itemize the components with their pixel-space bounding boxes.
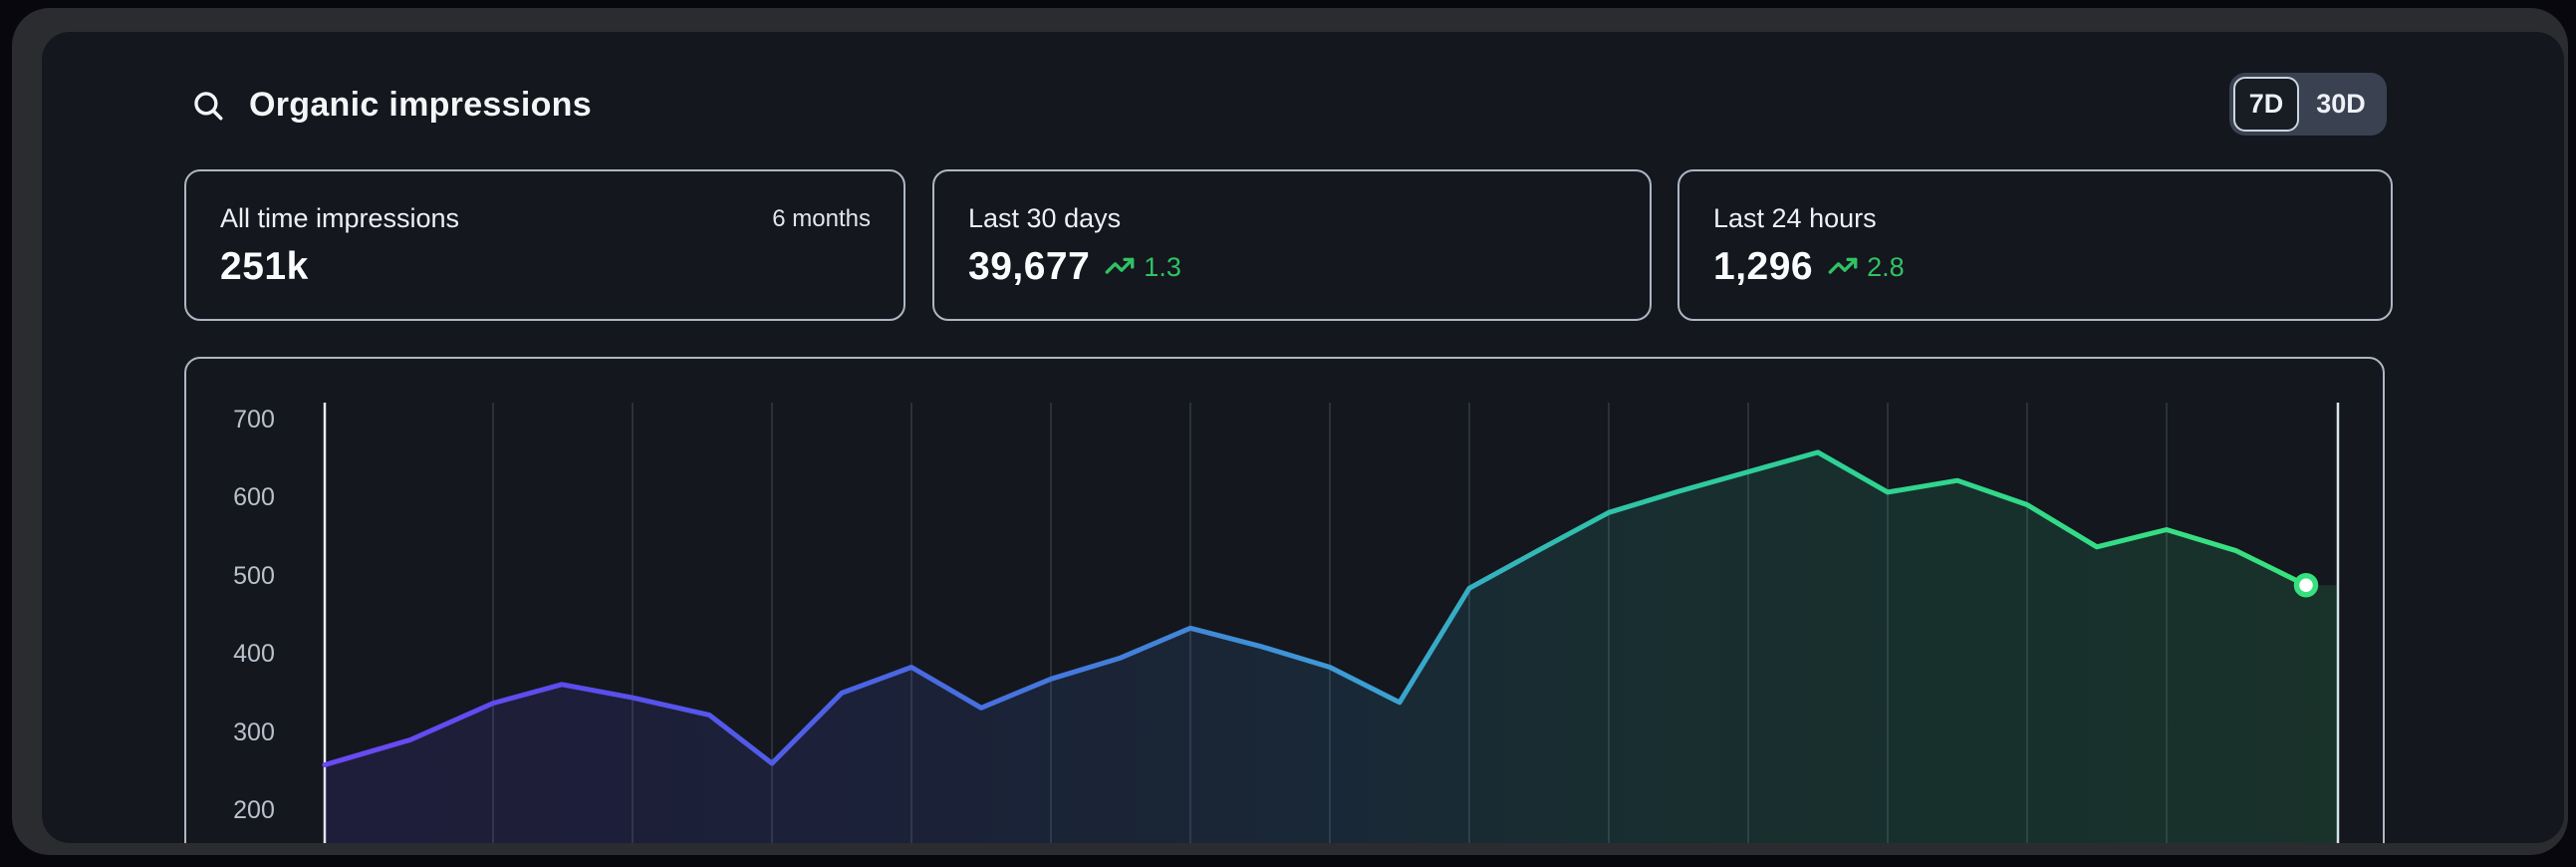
window-frame: Organic impressions 7D 30D All time impr… xyxy=(12,8,2568,855)
stat-card-last-30-days: Last 30 days 39,677 1.3 xyxy=(932,169,1652,321)
stat-label: All time impressions xyxy=(220,203,460,233)
y-axis-tick-label: 400 xyxy=(233,640,275,668)
y-axis-tick-label: 700 xyxy=(233,406,275,434)
stat-value: 1,296 xyxy=(1713,245,1814,288)
chart-series-line xyxy=(322,449,2309,767)
trend-indicator: 1.3 xyxy=(1104,252,1181,283)
stat-label: Last 24 hours xyxy=(1713,203,1877,233)
stat-card-all-time: All time impressions 6 months 251k xyxy=(184,169,905,321)
trend-value: 1.3 xyxy=(1144,251,1181,282)
range-button-30d[interactable]: 30D xyxy=(2316,89,2366,119)
page-title: Organic impressions xyxy=(249,86,592,124)
impressions-chart-card xyxy=(184,357,2385,843)
y-axis-tick-label: 500 xyxy=(233,562,275,590)
y-axis-tick-label: 300 xyxy=(233,719,275,746)
y-axis-tick-label: 200 xyxy=(233,796,275,824)
stat-value: 39,677 xyxy=(968,245,1091,288)
trend-value: 2.8 xyxy=(1867,251,1905,282)
impressions-line-chart[interactable] xyxy=(191,397,2385,843)
stat-label: Last 30 days xyxy=(968,203,1122,233)
stat-value: 251k xyxy=(220,245,309,288)
stat-period-badge: 6 months xyxy=(772,205,871,232)
trend-indicator: 2.8 xyxy=(1827,252,1905,283)
trending-up-icon xyxy=(1105,257,1135,274)
y-axis-tick-label: 600 xyxy=(233,483,275,511)
search-icon[interactable] xyxy=(191,89,225,123)
range-button-7d[interactable]: 7D xyxy=(2233,77,2299,132)
range-toggle: 7D 30D xyxy=(2229,73,2387,136)
chart-area-fill xyxy=(325,451,2338,843)
dashboard-panel: Organic impressions 7D 30D All time impr… xyxy=(42,32,2564,843)
stat-card-last-24-hours: Last 24 hours 1,296 2.8 xyxy=(1677,169,2393,321)
chart-end-point-marker xyxy=(2293,572,2319,598)
trending-up-icon xyxy=(1828,257,1858,274)
